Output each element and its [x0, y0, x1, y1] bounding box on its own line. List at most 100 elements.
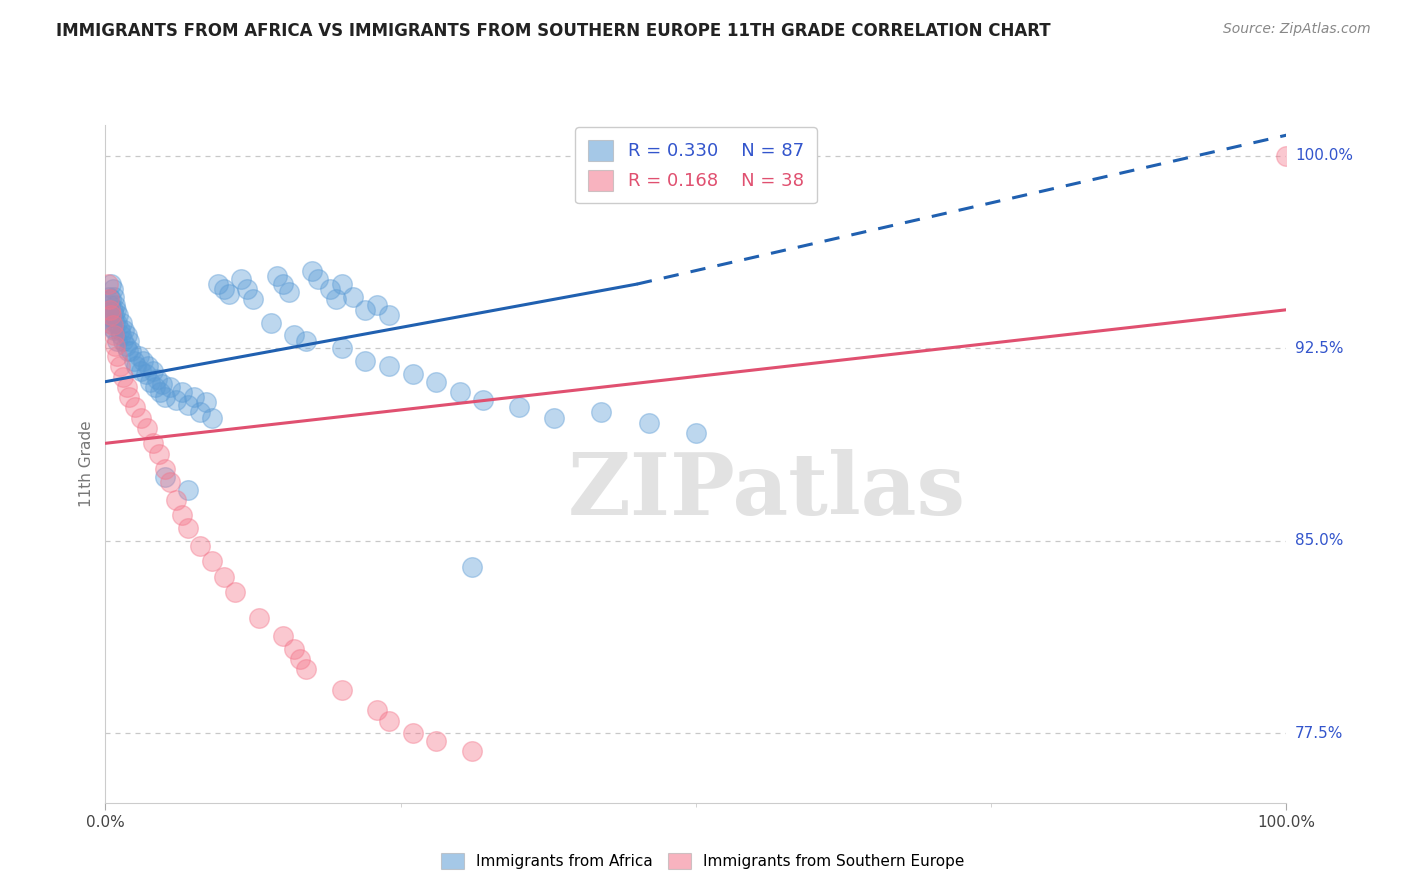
Point: [107, 308, 129, 322]
Point: [129, 410, 152, 425]
Point: [101, 302, 124, 317]
Point: [260, 316, 283, 330]
Point: [103, 308, 125, 322]
Text: ZIPatlas: ZIPatlas: [568, 449, 966, 533]
Point: [224, 585, 246, 599]
Point: [354, 354, 377, 368]
Text: 100.0%: 100.0%: [1295, 148, 1353, 163]
Point: [98, 298, 121, 312]
Point: [460, 744, 482, 758]
Point: [98, 316, 121, 330]
Point: [153, 390, 176, 404]
Point: [150, 377, 173, 392]
Point: [103, 290, 125, 304]
Point: [472, 392, 495, 407]
Point: [100, 277, 122, 291]
Point: [112, 369, 135, 384]
Text: 85.0%: 85.0%: [1295, 533, 1343, 549]
Point: [188, 405, 211, 419]
Point: [104, 316, 127, 330]
Legend: Immigrants from Africa, Immigrants from Southern Europe: Immigrants from Africa, Immigrants from …: [434, 847, 972, 875]
Point: [319, 282, 342, 296]
Text: Source: ZipAtlas.com: Source: ZipAtlas.com: [1223, 22, 1371, 37]
Point: [104, 339, 127, 353]
Point: [105, 349, 128, 363]
Point: [177, 483, 200, 497]
Point: [153, 462, 176, 476]
Point: [188, 539, 211, 553]
Point: [271, 277, 294, 291]
Point: [142, 436, 165, 450]
Point: [425, 375, 447, 389]
Point: [100, 308, 122, 322]
Point: [460, 559, 482, 574]
Point: [366, 298, 388, 312]
Point: [637, 416, 659, 430]
Point: [125, 359, 148, 374]
Point: [231, 272, 253, 286]
Point: [295, 334, 318, 348]
Point: [330, 341, 353, 355]
Point: [165, 492, 187, 507]
Point: [108, 359, 131, 374]
Point: [283, 641, 305, 656]
Point: [159, 475, 181, 489]
Point: [101, 320, 124, 334]
Point: [146, 372, 169, 386]
Point: [378, 714, 401, 728]
Legend: R = 0.330    N = 87, R = 0.168    N = 38: R = 0.330 N = 87, R = 0.168 N = 38: [575, 128, 817, 203]
Point: [366, 703, 388, 717]
Point: [114, 339, 136, 353]
Point: [103, 328, 125, 343]
Text: 77.5%: 77.5%: [1295, 726, 1343, 741]
Point: [378, 359, 401, 374]
Point: [177, 521, 200, 535]
Text: IMMIGRANTS FROM AFRICA VS IMMIGRANTS FROM SOUTHERN EUROPE 11TH GRADE CORRELATION: IMMIGRANTS FROM AFRICA VS IMMIGRANTS FRO…: [56, 22, 1050, 40]
Point: [103, 323, 125, 337]
Point: [236, 282, 259, 296]
Point: [194, 395, 217, 409]
Point: [100, 293, 122, 307]
Point: [401, 367, 423, 381]
Point: [120, 343, 142, 358]
Point: [118, 334, 141, 348]
Point: [183, 390, 205, 404]
Point: [128, 349, 150, 363]
Point: [105, 316, 128, 330]
Point: [132, 354, 155, 368]
Point: [112, 323, 135, 337]
Point: [242, 293, 264, 307]
Point: [330, 682, 353, 697]
Point: [115, 328, 138, 343]
Point: [98, 308, 121, 322]
Point: [97, 302, 120, 317]
Point: [101, 282, 124, 296]
Point: [266, 269, 288, 284]
Point: [135, 367, 157, 381]
Y-axis label: 11th Grade: 11th Grade: [79, 420, 94, 508]
Point: [271, 629, 294, 643]
Point: [124, 401, 146, 415]
Point: [98, 293, 121, 307]
Point: [685, 425, 707, 440]
Point: [325, 293, 347, 307]
Point: [110, 328, 132, 343]
Point: [148, 446, 170, 460]
Point: [301, 264, 323, 278]
Point: [378, 308, 401, 322]
Point: [1275, 149, 1298, 163]
Point: [143, 380, 166, 394]
Point: [172, 508, 194, 523]
Point: [212, 570, 235, 584]
Point: [105, 334, 128, 348]
Point: [142, 364, 165, 378]
Point: [172, 384, 194, 399]
Point: [108, 323, 131, 337]
Point: [283, 328, 305, 343]
Point: [342, 290, 364, 304]
Point: [330, 277, 353, 291]
Point: [177, 398, 200, 412]
Point: [101, 318, 124, 333]
Point: [165, 392, 187, 407]
Point: [98, 290, 121, 304]
